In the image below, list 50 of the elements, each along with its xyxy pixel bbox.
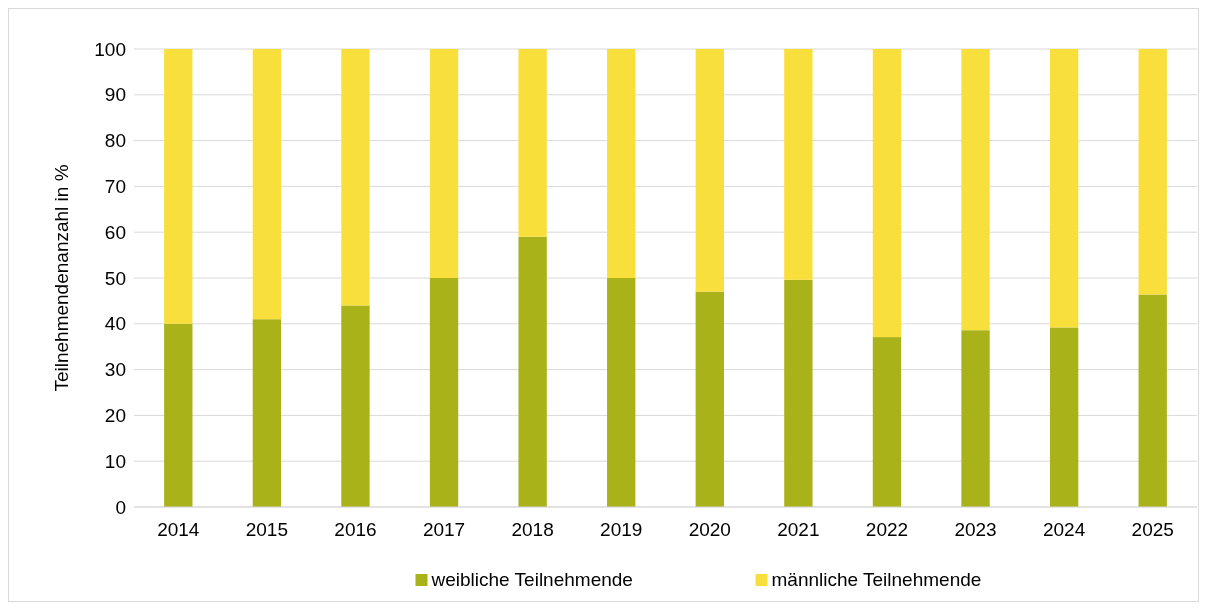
x-tick-label: 2025	[1131, 519, 1174, 540]
bar	[695, 49, 724, 292]
bar	[164, 49, 193, 324]
bar	[252, 319, 282, 507]
bar	[518, 49, 547, 237]
bar	[872, 337, 902, 507]
bar	[341, 49, 370, 306]
bar	[1049, 327, 1079, 507]
x-tick-label: 2016	[334, 519, 377, 540]
bar	[961, 330, 990, 507]
y-tick-label: 60	[104, 221, 126, 243]
bar	[695, 291, 724, 507]
bar	[961, 49, 990, 331]
x-tick-label: 2017	[422, 519, 466, 540]
y-tick-label: 50	[104, 267, 126, 289]
y-tick-label: 90	[104, 84, 126, 106]
x-tick-label: 2023	[954, 519, 997, 540]
bar	[607, 49, 636, 278]
y-tick-label: 30	[104, 359, 126, 381]
bar	[872, 49, 902, 338]
x-tick-label: 2014	[157, 519, 200, 540]
bar	[1049, 49, 1079, 328]
bar	[518, 236, 547, 507]
bar	[1138, 294, 1167, 507]
x-tick-label: 2019	[600, 519, 643, 540]
y-tick-label: 10	[104, 450, 126, 472]
bar	[784, 279, 813, 507]
y-tick-label: 20	[104, 405, 126, 427]
legend-label: weibliche Teilnehmende	[430, 569, 633, 590]
x-tick-label: 2024	[1042, 519, 1086, 540]
x-tick-label: 2020	[688, 519, 731, 540]
bar	[607, 278, 636, 507]
bar	[429, 49, 459, 278]
bar	[429, 278, 459, 507]
bar	[784, 49, 813, 280]
y-tick-label: 70	[104, 176, 126, 198]
legend-label: männliche Teilnehmende	[771, 569, 982, 590]
x-tick-label: 2021	[777, 519, 820, 540]
x-tick-label: 2022	[865, 519, 909, 540]
x-tick-label: 2018	[511, 519, 554, 540]
y-tick-label: 80	[104, 130, 126, 152]
bar	[164, 323, 193, 507]
bar	[341, 305, 370, 507]
y-tick-label: 0	[115, 496, 126, 518]
bar	[252, 49, 282, 320]
y-tick-label: 100	[94, 38, 126, 60]
x-tick-label: 2015	[245, 519, 289, 540]
y-axis-title: Teilnehmendenanzahl in %	[51, 164, 72, 392]
bar	[1138, 49, 1167, 295]
y-tick-label: 40	[104, 313, 126, 335]
